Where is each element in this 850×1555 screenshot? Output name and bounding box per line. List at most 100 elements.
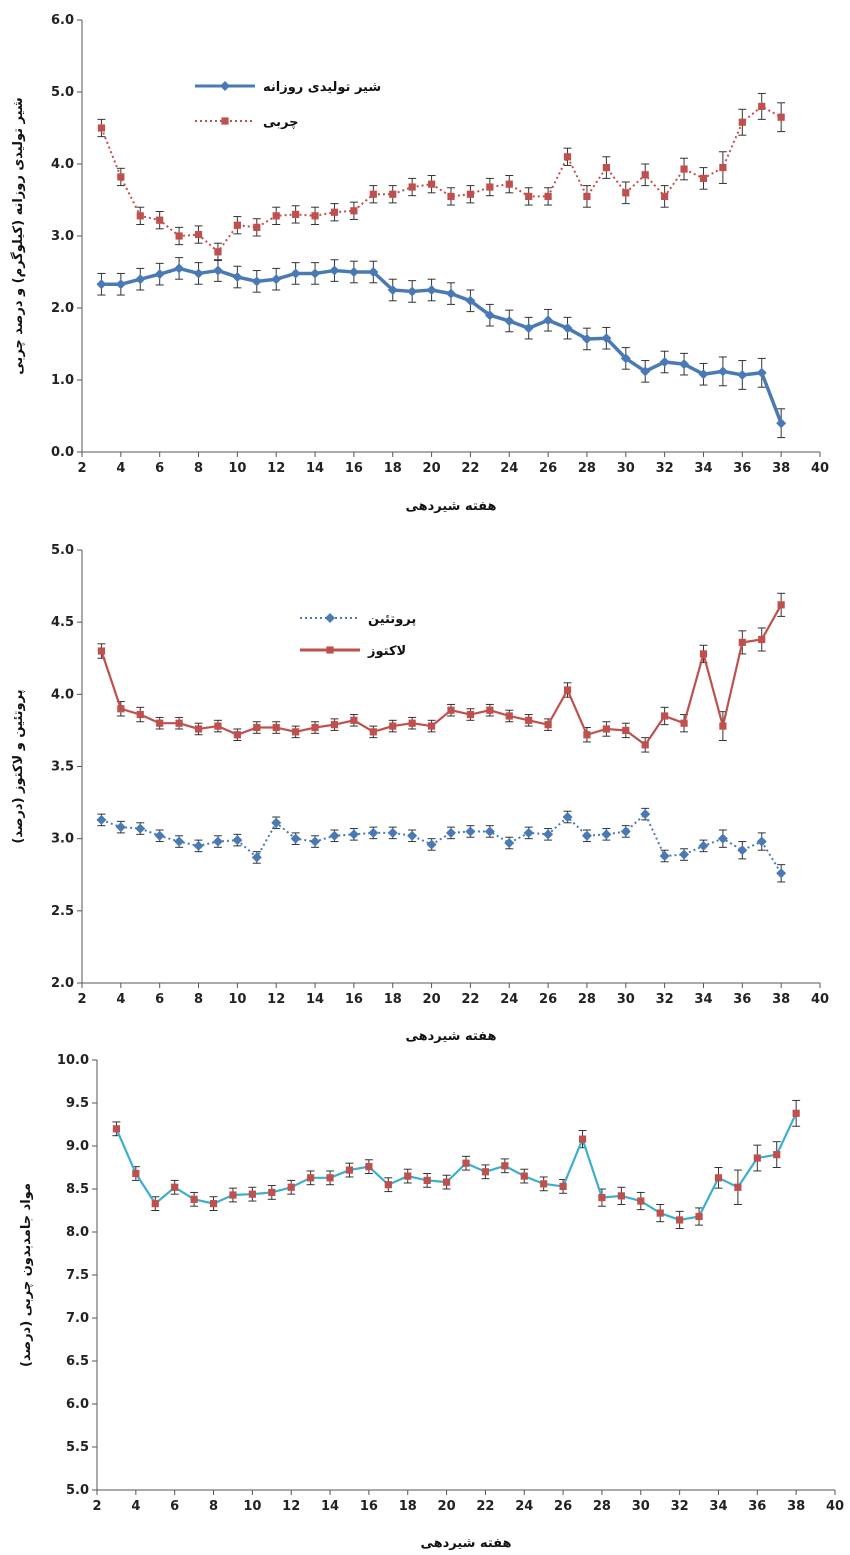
data-point-diamond: [543, 829, 554, 840]
series-1: [96, 807, 787, 883]
x-axis-label: هفته شیردهی: [405, 1029, 496, 1044]
data-point-square: [229, 1191, 237, 1199]
data-point-diamond: [329, 830, 340, 841]
data-point-square: [602, 164, 610, 172]
data-point-square: [525, 716, 533, 724]
data-point-square: [292, 210, 300, 218]
data-point-diamond: [310, 836, 321, 847]
y-tick-label: 6.0: [51, 13, 74, 28]
data-point-square: [190, 1195, 198, 1203]
data-point-diamond: [698, 840, 709, 851]
data-point-diamond: [776, 418, 787, 429]
data-point-square: [505, 712, 513, 720]
series-line: [100, 105, 782, 253]
data-point-square: [194, 230, 203, 239]
y-tick-label: 7.0: [66, 1311, 89, 1326]
data-point-square: [136, 212, 144, 220]
data-point-diamond: [523, 323, 534, 334]
y-tick-label: 3.5: [51, 760, 74, 775]
x-tick-label: 30: [617, 992, 635, 1007]
data-point-diamond: [640, 366, 651, 377]
data-point-diamond: [601, 829, 612, 840]
data-point-diamond: [407, 830, 418, 841]
data-point-square: [466, 190, 475, 198]
data-point-diamond: [193, 840, 204, 851]
series-line: [115, 1112, 798, 1222]
data-point-square: [578, 1135, 587, 1143]
y-tick-label: 10.0: [57, 1053, 89, 1068]
data-point-diamond: [504, 315, 515, 326]
data-point-diamond: [756, 836, 767, 847]
data-point-square: [525, 192, 533, 200]
data-point-diamond: [387, 827, 398, 838]
x-tick-label: 8: [194, 461, 203, 476]
data-point-square: [442, 1178, 451, 1186]
data-point-square: [641, 741, 649, 749]
x-tick-label: 14: [306, 461, 324, 476]
data-point-diamond: [504, 837, 515, 848]
data-point-diamond: [484, 826, 495, 837]
data-point-square: [622, 189, 630, 197]
y-tick-label: 7.5: [66, 1268, 89, 1283]
legend-label: پروتئین: [368, 612, 416, 627]
data-point-diamond: [220, 81, 230, 91]
data-point-square: [540, 1180, 548, 1188]
data-point-square: [676, 1216, 684, 1224]
x-tick-label: 20: [423, 992, 441, 1007]
x-tick-label: 38: [772, 992, 790, 1007]
x-tick-label: 30: [617, 461, 635, 476]
y-axis-label: شیر تولیدی روزانه (کیلوگرم) و درصد چربی: [10, 97, 26, 374]
x-tick-label: 32: [671, 1499, 689, 1514]
data-point-diamond: [640, 809, 651, 820]
data-point-square: [97, 647, 106, 655]
data-point-square: [695, 1212, 703, 1221]
data-point-diamond: [756, 367, 767, 378]
y-axis-label: پروتئین و لاکتوز (درصد): [11, 689, 26, 843]
data-point-diamond: [737, 845, 748, 856]
x-tick-label: 36: [733, 992, 751, 1007]
data-point-square: [365, 1163, 373, 1171]
data-point-diamond: [135, 823, 146, 834]
data-point-diamond: [115, 822, 126, 833]
data-point-square: [175, 719, 183, 727]
x-tick-label: 16: [345, 461, 363, 476]
x-tick-label: 22: [461, 461, 479, 476]
data-point-square: [214, 248, 222, 256]
data-point-square: [151, 1200, 159, 1208]
data-point-square: [423, 1176, 431, 1184]
x-tick-label: 26: [539, 461, 557, 476]
y-tick-label: 5.0: [51, 85, 74, 100]
data-point-square: [330, 208, 339, 216]
data-point-square: [369, 728, 377, 736]
data-point-square: [520, 1172, 528, 1180]
data-point-square: [171, 1183, 179, 1191]
x-tick-label: 22: [476, 1499, 494, 1514]
x-axis-label: هفته شیردهی: [420, 1536, 511, 1551]
x-tick-label: 12: [282, 1499, 300, 1514]
x-tick-label: 2: [77, 992, 86, 1007]
data-point-diamond: [620, 353, 631, 364]
x-tick-label: 28: [593, 1499, 611, 1514]
data-point-square: [248, 1190, 256, 1198]
data-point-diamond: [659, 357, 670, 367]
data-point-diamond: [251, 852, 262, 863]
data-point-square: [617, 1192, 625, 1200]
data-point-square: [311, 212, 319, 220]
x-tick-label: 4: [116, 461, 125, 476]
data-point-diamond: [135, 274, 146, 285]
data-point-diamond: [96, 279, 107, 290]
data-point-square: [447, 192, 455, 200]
data-point-diamond: [174, 836, 185, 847]
data-point-square: [268, 1188, 276, 1197]
legend-label: شیر تولیدی روزانه: [263, 80, 381, 95]
data-point-diamond: [601, 333, 612, 344]
data-point-square: [563, 686, 572, 694]
data-point-square: [447, 706, 455, 714]
data-point-diamond: [717, 833, 728, 844]
series-2: [97, 92, 786, 261]
data-point-square: [773, 1151, 781, 1159]
x-tick-label: 6: [155, 992, 164, 1007]
x-tick-label: 24: [515, 1499, 533, 1514]
chart-3: 5.05.56.06.57.07.58.08.59.09.510.02 4 6 8 10…: [19, 1053, 844, 1551]
data-point-diamond: [679, 359, 690, 370]
